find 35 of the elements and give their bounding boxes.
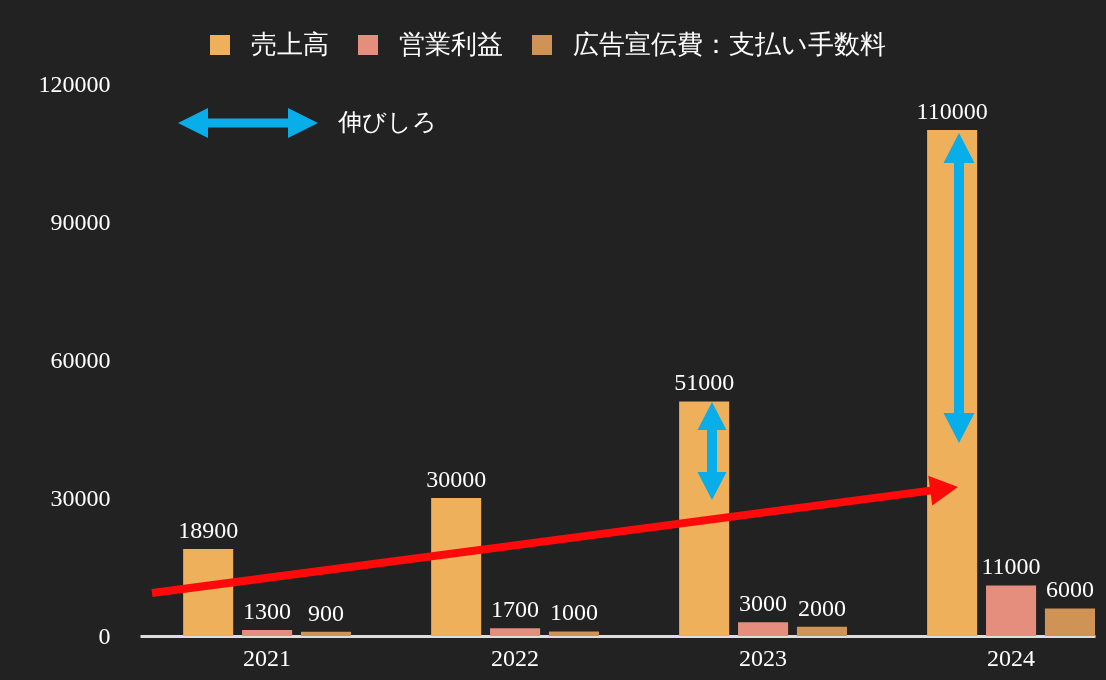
data-label: 900 (308, 599, 344, 626)
data-label: 51000 (674, 369, 735, 396)
data-label: 30000 (426, 466, 487, 492)
y-tick-label: 60000 (50, 346, 111, 373)
y-tick-label: 90000 (50, 208, 111, 235)
bar (1044, 608, 1095, 636)
data-label: 18900 (178, 517, 239, 544)
bar (242, 630, 293, 636)
bar (796, 626, 848, 636)
data-label: 11000 (981, 553, 1041, 580)
bar (490, 628, 541, 636)
bar (986, 585, 1037, 636)
x-tick-label: 2022 (491, 644, 540, 671)
annotation: 伸びしろ (337, 108, 437, 136)
bar (431, 498, 482, 636)
y-tick-label: 30000 (50, 484, 111, 511)
legend-label: 営業利益 (399, 29, 503, 59)
data-label: 6000 (1045, 576, 1094, 603)
y-tick-label: 0 (98, 622, 111, 649)
y-tick-label: 120000 (38, 70, 111, 97)
data-label: 2000 (797, 594, 846, 621)
data-label: 1700 (491, 596, 540, 623)
legend-label: 売上高 (251, 29, 329, 59)
bar (300, 631, 352, 636)
data-label: 1000 (549, 599, 598, 626)
legend-label: 広告宣伝費：支払い手数料 (573, 29, 886, 59)
x-tick-label: 2024 (987, 644, 1036, 671)
bar (183, 549, 234, 636)
data-label: 3000 (739, 590, 788, 617)
bar (738, 622, 789, 636)
x-tick-label: 2021 (243, 644, 292, 671)
x-tick-label: 2023 (739, 644, 788, 671)
data-label: 1300 (243, 598, 292, 625)
bar (548, 631, 600, 636)
data-label: 110000 (916, 98, 988, 124)
